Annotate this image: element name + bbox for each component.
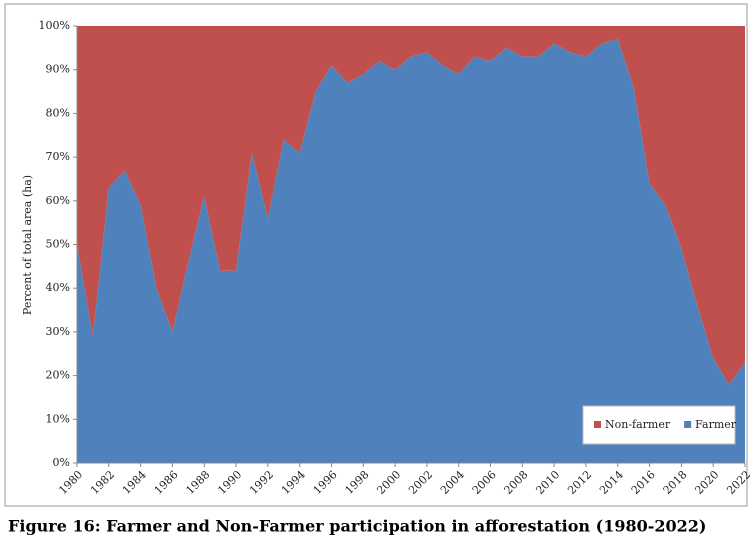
- y-tick-label: 80%: [46, 106, 70, 119]
- x-tick-label: 2004: [438, 468, 467, 497]
- y-tick-label: 90%: [46, 63, 70, 76]
- y-tick-label: 100%: [39, 19, 70, 32]
- y-axis-label: Percent of total area (ha): [21, 175, 34, 315]
- legend-label: Farmer: [695, 418, 737, 431]
- x-tick-label: 1996: [311, 468, 340, 497]
- y-tick-label: 30%: [46, 325, 70, 338]
- legend-swatch: [684, 421, 692, 428]
- x-tick-label: 2010: [533, 468, 562, 497]
- legend-swatch: [594, 421, 601, 428]
- x-tick-label: 2006: [470, 468, 499, 497]
- legend-box: [582, 405, 736, 445]
- y-tick-label: 70%: [46, 150, 70, 163]
- y-tick-label: 0%: [53, 456, 70, 469]
- chart-border: [4, 3, 748, 507]
- x-tick-label: 2008: [502, 468, 531, 497]
- x-tick-label: 1986: [152, 468, 181, 497]
- x-tick-label: 1984: [120, 468, 149, 497]
- x-tick-label: 1980: [56, 468, 85, 497]
- x-tick-label: 1988: [183, 468, 212, 497]
- x-tick-label: 2000: [374, 468, 403, 497]
- x-tick-label: 1994: [279, 468, 308, 497]
- y-tick-label: 10%: [46, 412, 70, 425]
- x-tick-label: 1998: [343, 468, 372, 497]
- legend: Non-farmer Farmer: [582, 405, 737, 445]
- figure-caption: Figure 16: Farmer and Non-Farmer partici…: [8, 517, 706, 536]
- x-tick-label: 2014: [597, 468, 626, 497]
- x-tick-label: 1982: [88, 468, 117, 497]
- x-tick-label: 2012: [565, 468, 594, 497]
- legend-label: Non-farmer: [605, 418, 671, 431]
- area: [77, 26, 745, 385]
- y-tick-label: 60%: [46, 194, 70, 207]
- y-tick-label: 50%: [46, 238, 70, 251]
- y-tick-label: 20%: [46, 369, 70, 382]
- x-tick-label: 2018: [661, 468, 690, 497]
- x-tick-label: 1990: [215, 468, 244, 497]
- x-tick-label: 2016: [629, 468, 658, 497]
- area: [77, 39, 745, 464]
- x-tick-label: 1992: [247, 468, 276, 497]
- y-tick-label: 40%: [46, 281, 70, 294]
- x-tick-label: 2020: [692, 468, 721, 497]
- x-tick-label: 2002: [406, 468, 435, 497]
